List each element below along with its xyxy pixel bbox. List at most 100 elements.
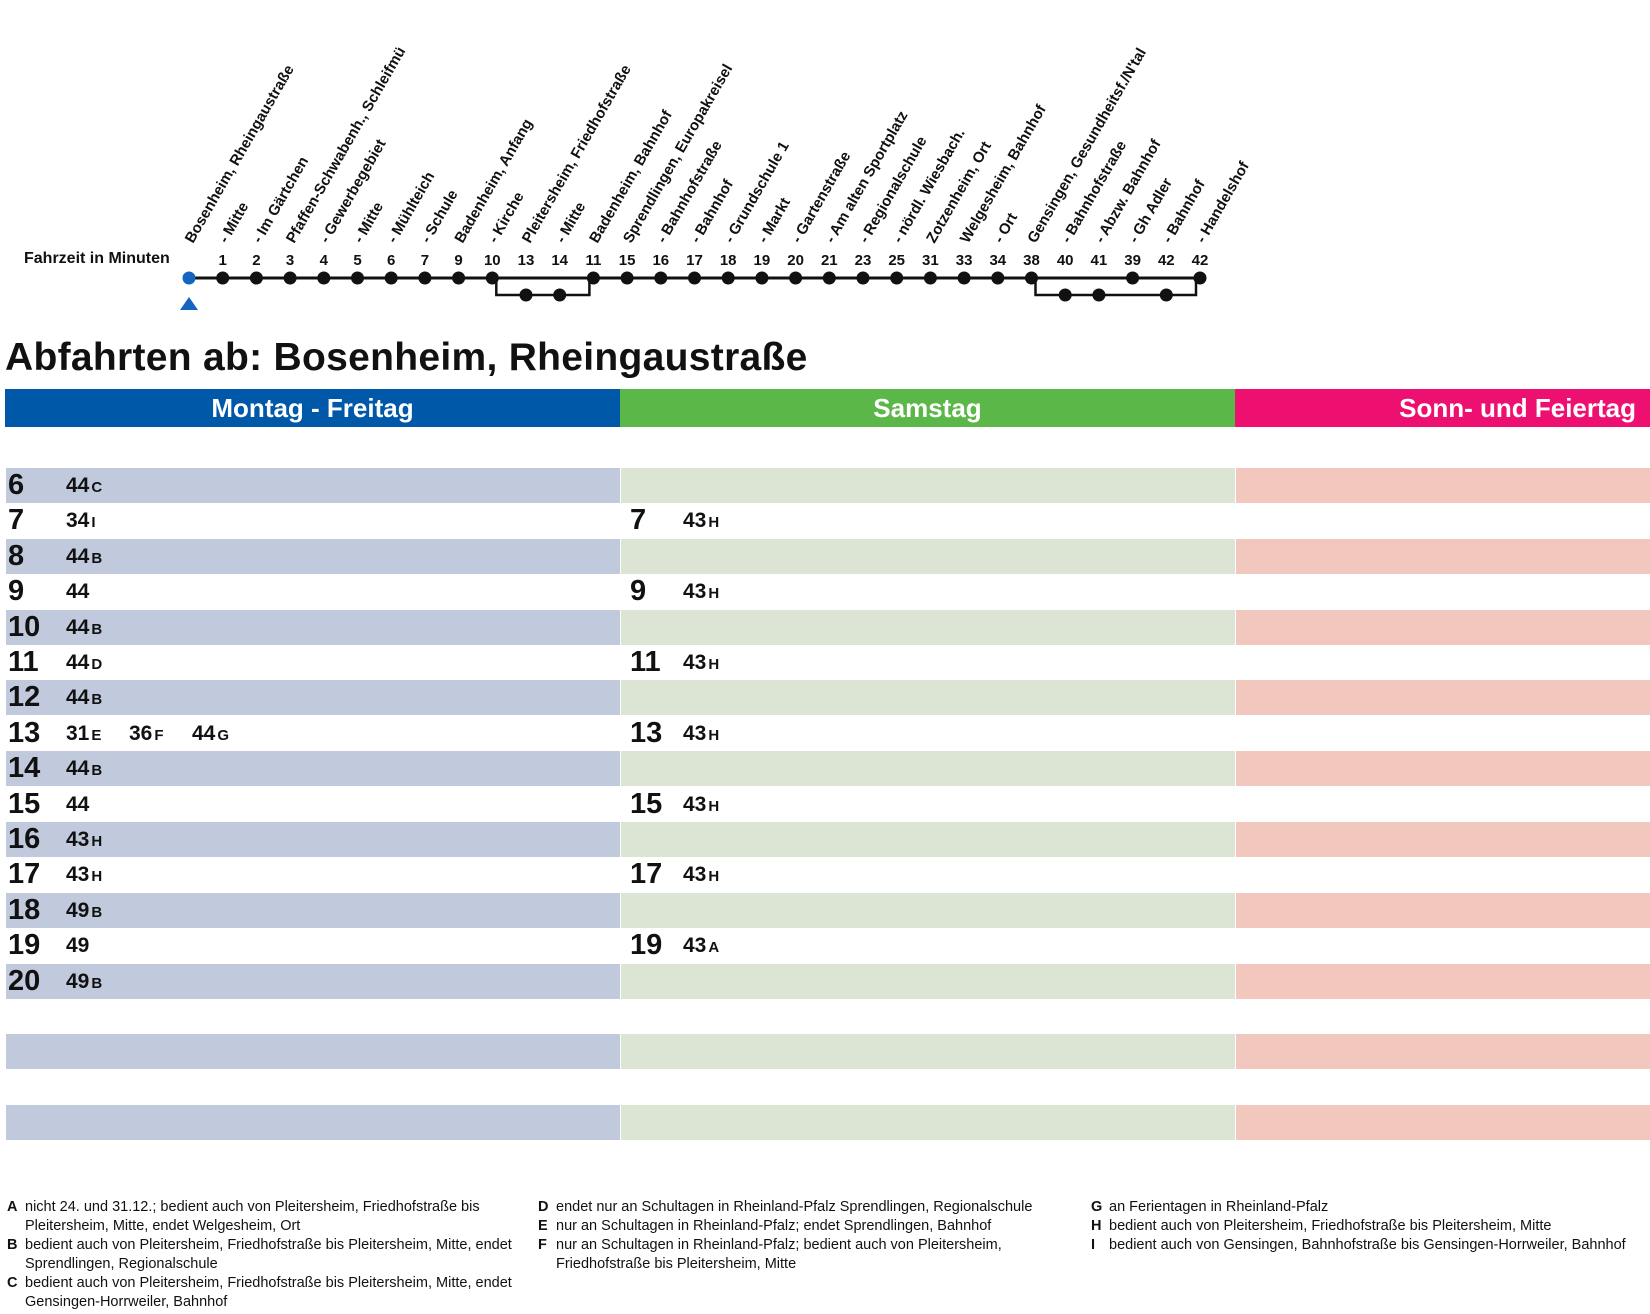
departure-note: H: [708, 656, 720, 673]
stop-dot: [418, 271, 432, 285]
stop-dot: [1126, 271, 1140, 285]
day-header-weekday: Montag - Freitag: [5, 389, 620, 427]
hour-label: 10: [8, 610, 41, 643]
departure: 31 E: [66, 717, 101, 751]
day-header-saturday: Samstag: [620, 389, 1235, 427]
hour-label: 13: [630, 716, 663, 749]
departure-minute: 36: [129, 721, 153, 745]
departure: 43 A: [683, 929, 719, 963]
departure-minute: 43: [683, 934, 707, 958]
departure-note: H: [91, 833, 103, 850]
departure-note: B: [91, 762, 103, 780]
stop-dot: [890, 271, 904, 285]
footnote-text: nur an Schultagen in Rheinland-Pfalz; be…: [556, 1237, 1002, 1272]
stop-dot: [856, 271, 870, 285]
row-band: [621, 468, 1235, 503]
departure-minute: 44: [66, 686, 90, 710]
stop-dot: [620, 271, 634, 285]
stop-dot: [721, 271, 735, 285]
footnote-text: an Ferientagen in Rheinland-Pfalz: [1109, 1199, 1329, 1215]
departure: 34 I: [66, 504, 96, 538]
departure-note: H: [91, 868, 103, 886]
footnote-text: bedient auch von Gensingen, Bahnhofstraß…: [1109, 1237, 1626, 1253]
row-band: [621, 680, 1235, 716]
departure-minute: 43: [683, 721, 707, 745]
departure-note: B: [91, 549, 103, 567]
hour-label: 12: [8, 681, 41, 714]
row-band: [1236, 609, 1650, 645]
departure-note: H: [708, 868, 720, 886]
hour-label: 11: [630, 646, 661, 678]
stop-dot: [586, 271, 600, 285]
stop-dot: [249, 271, 263, 285]
stop-minutes: 34: [989, 252, 1006, 269]
departure-minute: 49: [66, 934, 90, 958]
stop-dot: [1159, 288, 1173, 302]
departure: 43 H: [683, 788, 719, 822]
departure: 44 B: [66, 681, 102, 715]
row-band: [1236, 751, 1650, 787]
row-band: [1236, 1105, 1650, 1141]
stop-dot: [1025, 271, 1038, 285]
stop-minutes: 31: [922, 252, 939, 269]
row-band: [1236, 1034, 1650, 1070]
row-band: [621, 751, 1235, 787]
fahrzeit-label: Fahrzeit in Minuten: [24, 250, 170, 267]
footnote-text: bedient auch von Pleitersheim, Friedhofs…: [1109, 1218, 1552, 1234]
hour-label: 15: [8, 787, 41, 820]
departure-minute: 44: [66, 651, 90, 674]
row-band: [6, 1105, 620, 1141]
departure-minute: 43: [66, 828, 90, 851]
departure-minute: 43: [683, 863, 707, 887]
stop-minutes: 9: [454, 252, 462, 269]
stop-name: - Mitte: [215, 199, 252, 246]
departure-note: B: [91, 903, 103, 921]
departure-note: H: [708, 514, 720, 532]
stop-minutes: 4: [320, 252, 329, 269]
departure-note: C: [91, 479, 103, 496]
departure: 44: [66, 788, 89, 822]
stop-dot: [317, 271, 331, 285]
stop-minutes: 11: [585, 252, 601, 269]
footnote-text: nicht 24. und 31.12.; bedient auch von P…: [25, 1199, 480, 1234]
footnote-letter: F: [538, 1237, 547, 1253]
stop-name: - Ort: [991, 210, 1022, 246]
departure-minute: 44: [66, 544, 90, 568]
hour-label: 7: [8, 504, 25, 537]
stop-minutes: 7: [421, 252, 429, 269]
stop-minutes: 20: [787, 252, 804, 269]
departure-minute: 43: [683, 792, 707, 816]
stop-dot: [822, 271, 836, 285]
row-band: [6, 751, 620, 787]
stop-minutes: 1: [219, 252, 227, 269]
footnote-letter: E: [538, 1218, 548, 1234]
footnote-text: endet nur an Schultagen in Rheinland-Pfa…: [556, 1199, 1033, 1215]
row-band: [621, 822, 1235, 857]
stop-minutes: 42: [1158, 252, 1175, 269]
row-band: [1236, 538, 1650, 574]
row-band: [6, 680, 620, 716]
departure: 43 H: [683, 504, 719, 538]
stop-minutes: 15: [619, 252, 636, 269]
hour-label: 6: [8, 469, 25, 501]
departure-note: H: [708, 797, 720, 815]
departure-minute: 44: [66, 757, 90, 781]
hour-label: 11: [8, 646, 39, 678]
departure: 43 H: [66, 858, 102, 892]
stop-dot: [216, 271, 230, 285]
stop-minutes: 25: [888, 252, 905, 269]
footnote-text: nur an Schultagen in Rheinland-Pfalz; en…: [556, 1218, 992, 1234]
departure: 44: [66, 575, 89, 609]
departure-note: B: [91, 974, 103, 992]
hour-label: 19: [8, 929, 41, 962]
stop-name: - Mitte: [350, 199, 387, 246]
stop-minutes: 42: [1192, 252, 1209, 269]
stop-dot: [654, 271, 668, 285]
departure-minute: 43: [683, 509, 707, 533]
departure-minute: 44: [192, 721, 216, 745]
departure: 49 B: [66, 894, 102, 928]
